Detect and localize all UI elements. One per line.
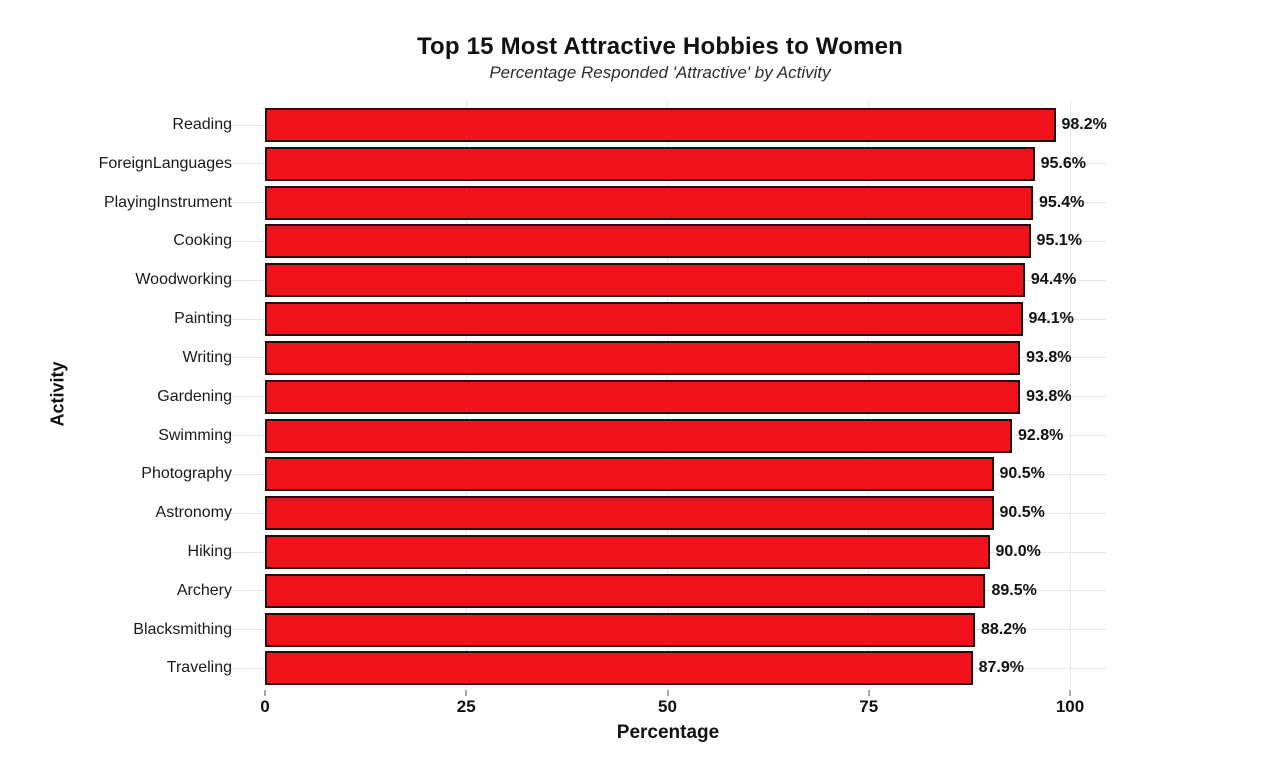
category-label: Cooking: [173, 232, 232, 250]
bar-value-label: 92.8%: [1018, 426, 1064, 444]
bar-value-label: 93.8%: [1026, 348, 1072, 366]
bar: [265, 224, 1031, 259]
category-label: Blacksmithing: [133, 620, 232, 638]
category-label: Hiking: [187, 543, 232, 561]
bar: [265, 379, 1021, 414]
x-axis-tick: [264, 690, 266, 696]
category-label: Painting: [174, 310, 232, 328]
bar: [265, 496, 994, 531]
bar-value-label: 95.6%: [1040, 154, 1086, 172]
category-label: Photography: [141, 465, 232, 483]
chart-subtitle: Percentage Responded 'Attractive' by Act…: [489, 63, 831, 82]
bar-value-label: 90.0%: [995, 543, 1041, 561]
x-axis-tick: [867, 690, 870, 696]
bar-value-label: 95.1%: [1036, 232, 1082, 250]
bar: [265, 535, 990, 570]
bar: [265, 302, 1023, 337]
gridline-vertical: [1069, 100, 1071, 690]
x-axis-tick: [465, 690, 468, 696]
category-label: Archery: [176, 581, 232, 599]
bar-value-label: 94.1%: [1028, 310, 1074, 328]
bar-value-label: 89.5%: [991, 581, 1037, 599]
bar: [265, 263, 1025, 298]
bar: [265, 457, 994, 492]
x-axis-tick: [666, 690, 669, 696]
category-label: Woodworking: [135, 271, 232, 289]
category-label: Traveling: [166, 659, 232, 677]
category-label: Gardening: [157, 387, 232, 405]
bar-value-label: 90.5%: [999, 504, 1045, 522]
bar: [265, 185, 1033, 220]
bar-value-label: 88.2%: [981, 620, 1027, 638]
category-label: Swimming: [158, 426, 232, 444]
bar-value-label: 98.2%: [1061, 116, 1107, 133]
bar-value-label: 87.9%: [978, 659, 1024, 677]
category-label: ForeignLanguages: [98, 154, 232, 172]
category-label: Writing: [182, 348, 233, 366]
x-tick-label: 75: [859, 697, 879, 716]
bar: [265, 573, 986, 608]
chart-title: Top 15 Most Attractive Hobbies to Women: [416, 33, 904, 60]
bar: [265, 612, 975, 647]
x-tick-label: 50: [658, 697, 677, 716]
x-tick-label: 100: [1055, 697, 1085, 716]
x-axis-tick: [1069, 690, 1071, 696]
x-axis-label: Percentage: [616, 722, 720, 743]
bar-value-label: 90.5%: [999, 465, 1045, 483]
category-label: Astronomy: [155, 504, 232, 522]
bar-value-label: 95.4%: [1038, 193, 1085, 211]
bar: [265, 146, 1035, 181]
category-label: Reading: [172, 116, 232, 133]
x-tick-label: 25: [456, 697, 476, 716]
x-tick-label: 0: [260, 697, 270, 716]
bar-value-label: 94.4%: [1030, 271, 1077, 289]
category-label: PlayingInstrument: [103, 193, 232, 211]
bar: [265, 340, 1021, 375]
bar-value-label: 93.8%: [1026, 387, 1072, 405]
bar: [265, 651, 973, 686]
bar: [265, 108, 1056, 142]
bar: [265, 418, 1013, 453]
